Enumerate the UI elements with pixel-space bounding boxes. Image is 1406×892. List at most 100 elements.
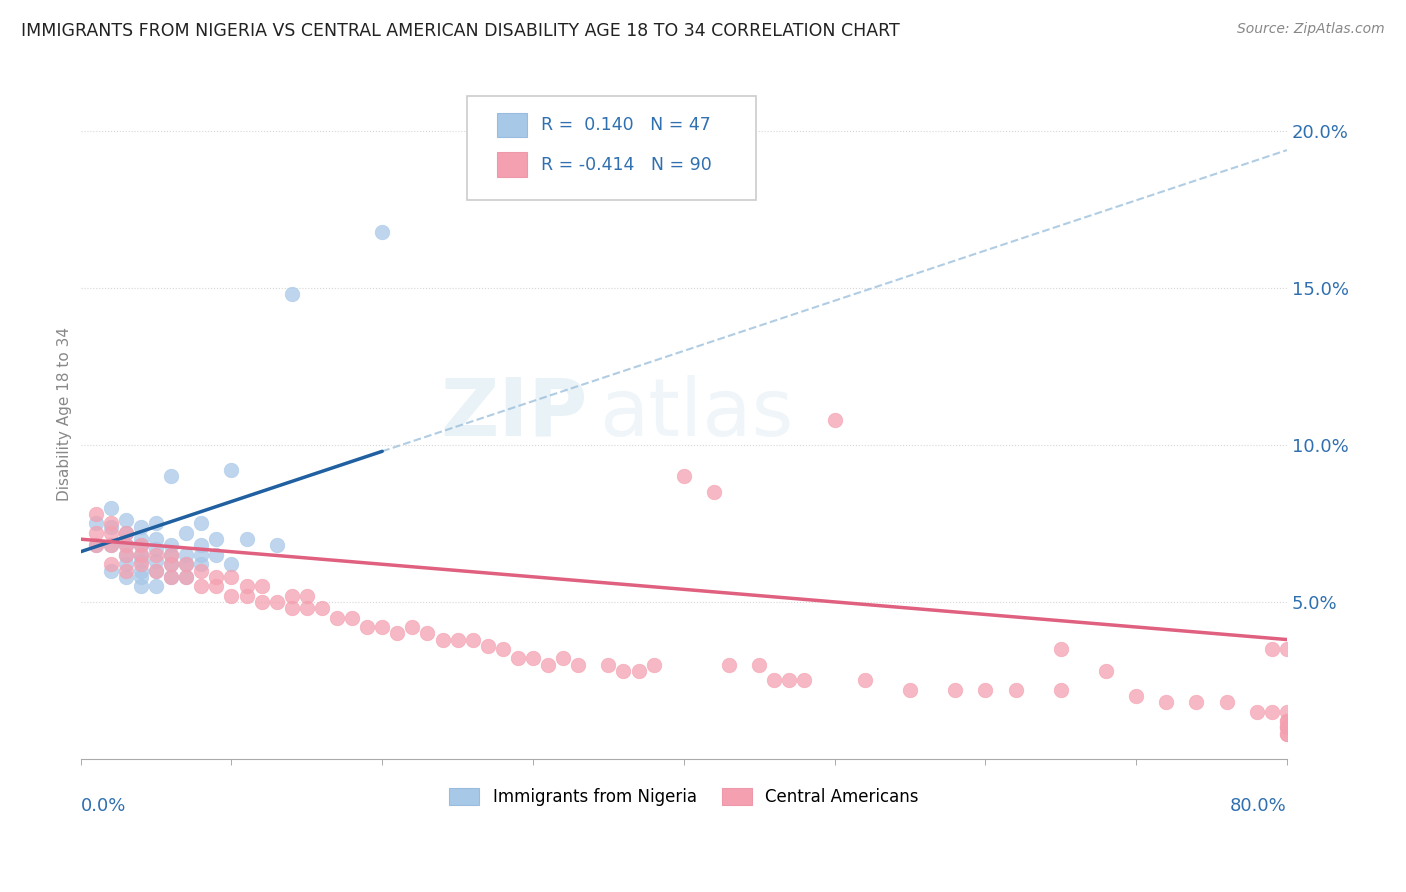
Point — [1246, 705, 1268, 719]
Point — [281, 287, 304, 301]
Point — [778, 673, 800, 688]
Point — [567, 657, 589, 672]
Point — [115, 513, 138, 527]
Point — [145, 532, 167, 546]
Point — [100, 564, 122, 578]
Text: 0.0%: 0.0% — [80, 797, 127, 814]
Point — [1275, 642, 1298, 657]
Point — [129, 558, 152, 572]
Point — [129, 532, 152, 546]
Point — [190, 538, 212, 552]
Point — [1125, 689, 1147, 703]
Point — [84, 507, 107, 521]
Point — [100, 500, 122, 515]
Point — [1004, 682, 1026, 697]
Point — [145, 554, 167, 568]
Point — [266, 595, 288, 609]
Point — [1275, 720, 1298, 734]
Point — [1185, 695, 1208, 709]
Point — [295, 601, 318, 615]
Point — [160, 558, 183, 572]
Point — [145, 541, 167, 556]
Point — [129, 579, 152, 593]
Point — [853, 673, 876, 688]
Point — [221, 570, 243, 584]
Point — [100, 538, 122, 552]
Point — [703, 485, 725, 500]
Point — [250, 579, 273, 593]
Point — [235, 589, 257, 603]
Point — [1049, 642, 1071, 657]
Point — [898, 682, 921, 697]
Point — [174, 570, 197, 584]
Point — [160, 570, 183, 584]
Point — [387, 626, 409, 640]
Point — [537, 657, 560, 672]
Point — [295, 589, 318, 603]
Point — [553, 651, 575, 665]
Point — [190, 548, 212, 562]
Point — [311, 601, 333, 615]
Point — [174, 558, 197, 572]
Point — [522, 651, 544, 665]
Point — [145, 579, 167, 593]
Point — [129, 570, 152, 584]
FancyBboxPatch shape — [496, 153, 527, 177]
Point — [129, 548, 152, 562]
Text: R =  0.140   N = 47: R = 0.140 N = 47 — [541, 116, 711, 134]
Point — [129, 538, 152, 552]
Text: Source: ZipAtlas.com: Source: ZipAtlas.com — [1237, 22, 1385, 37]
Point — [174, 570, 197, 584]
Point — [145, 548, 167, 562]
Point — [174, 558, 197, 572]
Point — [115, 570, 138, 584]
Point — [281, 589, 304, 603]
Point — [100, 516, 122, 531]
Point — [1261, 705, 1284, 719]
Point — [763, 673, 786, 688]
Point — [84, 538, 107, 552]
Point — [129, 538, 152, 552]
Point — [115, 525, 138, 540]
Point — [477, 639, 499, 653]
Text: atlas: atlas — [599, 375, 794, 452]
Point — [1261, 642, 1284, 657]
Point — [205, 579, 228, 593]
Point — [129, 564, 152, 578]
Point — [1275, 714, 1298, 728]
Point — [100, 538, 122, 552]
Point — [235, 532, 257, 546]
Text: ZIP: ZIP — [440, 375, 588, 452]
Text: 80.0%: 80.0% — [1230, 797, 1286, 814]
Point — [190, 558, 212, 572]
Point — [432, 632, 454, 647]
Point — [115, 558, 138, 572]
Point — [974, 682, 997, 697]
Point — [1275, 727, 1298, 741]
Point — [190, 516, 212, 531]
Point — [174, 525, 197, 540]
Point — [1275, 720, 1298, 734]
Point — [416, 626, 439, 640]
Point — [461, 632, 484, 647]
Point — [160, 570, 183, 584]
Point — [326, 610, 349, 624]
Point — [281, 601, 304, 615]
Point — [145, 564, 167, 578]
Point — [160, 548, 183, 562]
Point — [266, 538, 288, 552]
Point — [100, 519, 122, 533]
Point — [1275, 720, 1298, 734]
Point — [793, 673, 815, 688]
Legend: Immigrants from Nigeria, Central Americans: Immigrants from Nigeria, Central America… — [443, 781, 925, 813]
Point — [340, 610, 363, 624]
Point — [235, 579, 257, 593]
Point — [115, 525, 138, 540]
Point — [205, 548, 228, 562]
Point — [401, 620, 423, 634]
Point — [446, 632, 468, 647]
Point — [748, 657, 770, 672]
Text: R = -0.414   N = 90: R = -0.414 N = 90 — [541, 155, 713, 174]
Point — [205, 532, 228, 546]
Point — [221, 463, 243, 477]
